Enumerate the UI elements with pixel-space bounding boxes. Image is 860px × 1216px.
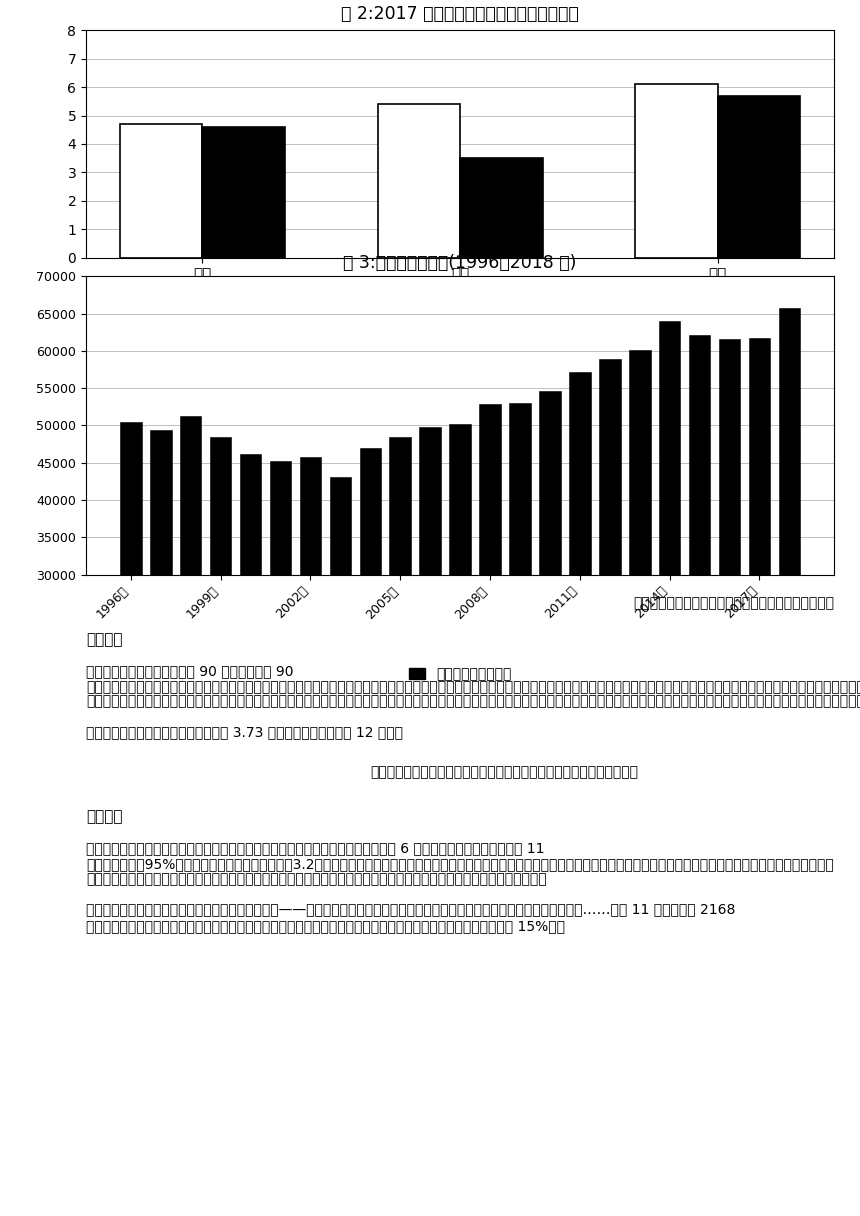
- Bar: [150, 429, 171, 798]
- Text: 材料二：: 材料二：: [86, 631, 122, 647]
- Title: 图 3:中国粮食总产量(1996～2018 年): 图 3:中国粮食总产量(1996～2018 年): [343, 254, 577, 272]
- Bar: [749, 338, 771, 798]
- Text: 山东省临朔县是一个有着 90 多万人口和近 90 万亩耕地的山区农业大县。临朔县山区丘陵面积较大，而且地形错综复杂，起伏多变，成百上千亩集中连片且开阔平坦的农田: 山东省临朔县是一个有着 90 多万人口和近 90 万亩耕地的山区农业大县。临朔县…: [86, 664, 860, 694]
- Bar: [180, 416, 201, 798]
- Bar: [270, 461, 292, 798]
- Bar: [240, 454, 261, 798]
- Text: 近几年，江西省南昌市安义县长埠镇江下村村容村貌有了翁天覆地的变化，全村 6 个村小组前前后后共修建了逾 11 公里的水泥路。95%的水塘进行了清淤处理，建成了3: 近几年，江西省南昌市安义县长埠镇江下村村容村貌有了翁天覆地的变化，全村 6 个村…: [86, 841, 833, 872]
- Bar: [539, 390, 561, 798]
- Bar: [460, 158, 543, 258]
- Bar: [420, 427, 441, 798]
- Text: （摘自国务院新闻办公室《中国的粮食安全》白皮书）: （摘自国务院新闻办公室《中国的粮食安全》白皮书）: [633, 597, 834, 610]
- Bar: [210, 438, 231, 798]
- Bar: [329, 477, 351, 798]
- Bar: [636, 84, 718, 258]
- Bar: [719, 339, 740, 798]
- Bar: [569, 372, 591, 798]
- Bar: [778, 308, 800, 798]
- Bar: [202, 126, 285, 258]
- Bar: [449, 424, 471, 798]
- Legend: 中国, 世界平均水平（吨/公顿）: 中国, 世界平均水平（吨/公顿）: [366, 311, 555, 337]
- Text: 「斗笠田」随处可见。为改变现状，村干部主动为江下村争取了高标准农田项目，引进种粮大户盘活荒地。作为高标准农田的: 「斗笠田」随处可见。为改变现状，村干部主动为江下村争取了高标准农田项目，引进种粮…: [86, 872, 547, 886]
- Bar: [359, 449, 381, 798]
- Bar: [509, 402, 531, 798]
- Bar: [479, 404, 501, 798]
- Bar: [390, 438, 411, 798]
- Bar: [659, 321, 680, 798]
- Bar: [299, 457, 321, 798]
- Text: 「十三五」以来，全县共改造中低产田 3.73 万亩，建成高标准农田 12 万亩。: 「十三五」以来，全县共改造中低产田 3.73 万亩，建成高标准农田 12 万亩。: [86, 726, 403, 739]
- Text: 「开门就见山，种田走半天。耕地就像百譳衣，一顶葱笠也能盖一块地。」近年来、临朔县在推进高标准农田建设时，立足山区实际，把解决地块零散、水电路不配套等问题作为重点: 「开门就见山，种田走半天。耕地就像百譳衣，一顶葱笠也能盖一块地。」近年来、临朔县…: [86, 694, 860, 709]
- Text: 「集成模块」，越来越多的新技术在江下村大显身手——粮食耕、种、管、收实现全程机械化，逐步提高智能作业的精准度和覆盖率……去年 11 月，江下村 2168 亩高标: 「集成模块」，越来越多的新技术在江下村大显身手——粮食耕、种、管、收实现全程机械…: [86, 902, 735, 933]
- Bar: [629, 349, 650, 798]
- Bar: [718, 96, 800, 258]
- Title: 图 2:2017 年三大谷物品种单位面积产量对比: 图 2:2017 年三大谷物品种单位面积产量对比: [341, 5, 579, 23]
- Bar: [599, 359, 621, 798]
- Text: （摘编自张正瑞等《山东临朔立足山区实际科学谋划建设高标准农田》）: （摘编自张正瑞等《山东临朔立足山区实际科学谋划建设高标准农田》）: [371, 765, 638, 779]
- Bar: [120, 422, 142, 798]
- Bar: [378, 105, 460, 258]
- Text: 材料三：: 材料三：: [86, 809, 122, 824]
- Legend: 粮食总产量（万吨）: 粮食总产量（万吨）: [403, 662, 517, 687]
- Bar: [120, 124, 202, 258]
- Bar: [689, 334, 710, 798]
